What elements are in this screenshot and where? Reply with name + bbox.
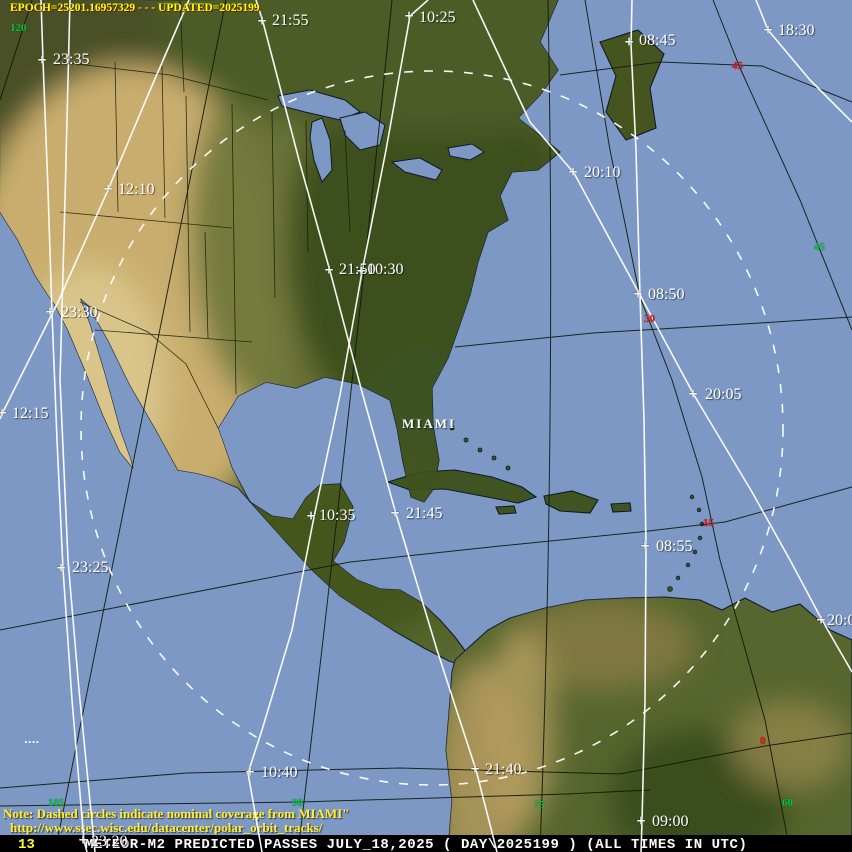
track-pass-1025-1040 [247, 0, 429, 852]
track-pass-2000-2010 [472, 0, 852, 673]
borders [59, 0, 351, 429]
coverage-note: Note: Dashed circles indicate nominal co… [3, 806, 350, 821]
small-islands [449, 425, 705, 592]
track-pass-2140-2155 [255, 0, 498, 852]
footer-title: METEOR-M2 PREDICTED PASSES JULY_18,2025 … [85, 837, 748, 852]
puerto-rico-island [610, 502, 632, 513]
footer-bar [0, 835, 852, 852]
jamaica-island [495, 505, 517, 515]
track-pass-1830 [755, 0, 852, 123]
track-pass-1210-1215 [0, 0, 190, 420]
coverage-circle [80, 70, 784, 786]
hispaniola-island [543, 490, 599, 514]
footer-pass-count: 13 [18, 837, 35, 852]
newfoundland-island [599, 29, 665, 141]
track-pass-2320-2335 [40, 0, 88, 852]
source-url: http://www.ssec.wisc.edu/datacenter/pola… [10, 820, 323, 835]
track-pass-0845-0900 [630, 0, 647, 852]
track-pass-unlabeled-left [59, 0, 96, 852]
